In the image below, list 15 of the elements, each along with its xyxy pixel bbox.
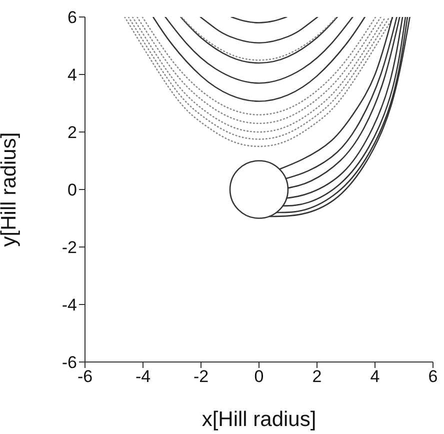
x-tick-label: -4 [135,367,151,386]
x-axis-title: x[Hill radius] [202,408,316,431]
x-tick-label: 4 [370,367,380,386]
y-tick-label: -6 [62,353,77,372]
y-tick-label: -2 [62,238,77,258]
y-tick-label: 2 [68,123,77,142]
y-tick-label: -4 [62,296,77,315]
x-tick-label: 0 [254,367,264,386]
y-tick-label: 4 [68,66,77,85]
y-axis-title: y[Hill radius] [0,132,20,247]
x-tick-label: 2 [312,367,322,386]
x-tick-label: 6 [428,367,438,386]
y-tick-label: 0 [68,180,77,200]
x-tick-label: -2 [193,367,209,386]
y-tick-label: 6 [68,8,77,28]
